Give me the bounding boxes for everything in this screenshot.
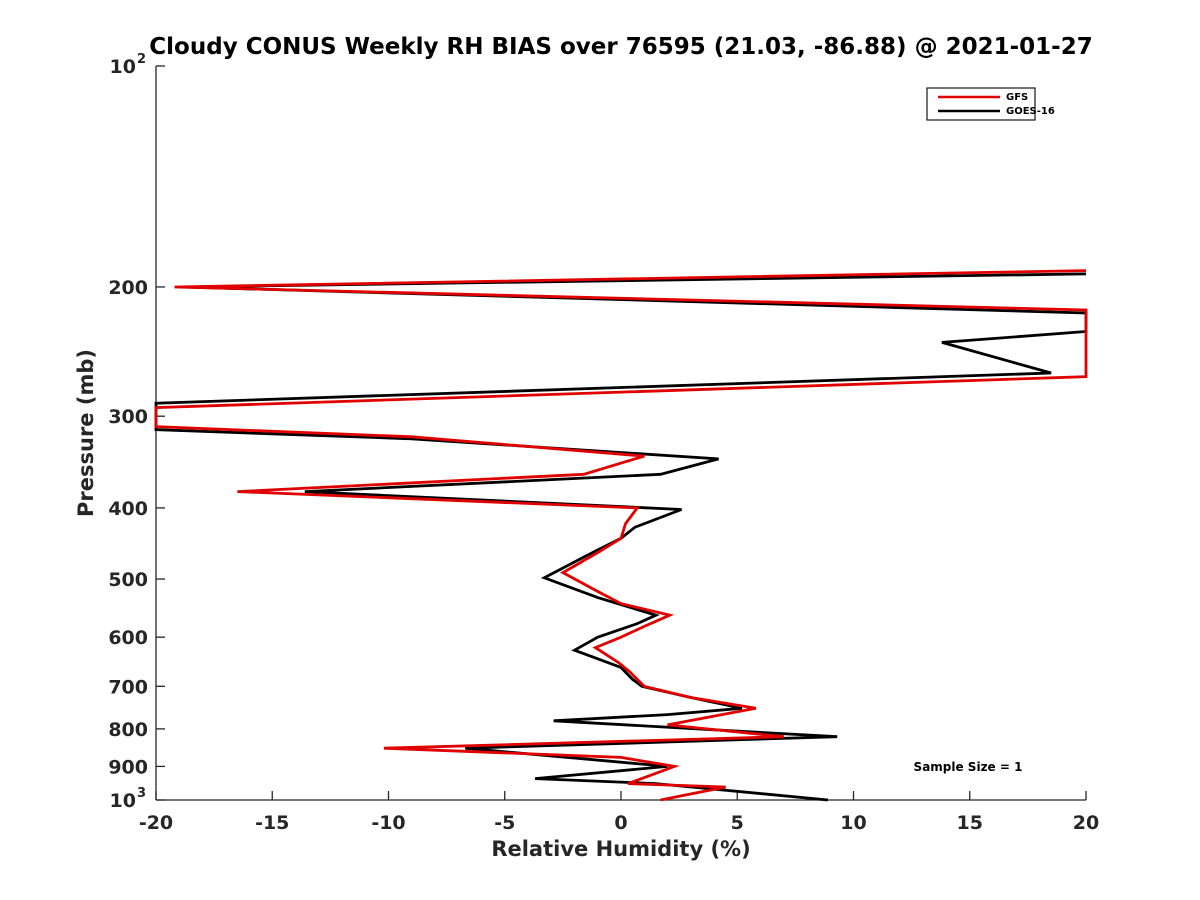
series-line-gfs (154, 269, 1088, 802)
series-layer (154, 269, 1088, 802)
legend-label-goes16: GOES-16 (1006, 106, 1055, 117)
x-axis-label: Relative Humidity (%) (491, 837, 750, 861)
x-tick-label: -5 (494, 812, 515, 834)
y-tick-label: 200 (108, 277, 148, 299)
y-axis-label: Pressure (mb) (74, 349, 98, 517)
plot-axes: -20 -15 -10 -5 0 5 10 15 20 10 220030040050060070… (108, 52, 1099, 834)
y-tick-label: 300 (108, 406, 148, 428)
x-tick-label: -10 (371, 812, 405, 834)
x-ticks: -20 -15 -10 -5 0 5 10 15 20 (139, 791, 1099, 834)
legend: GFS GOES-16 (926, 87, 1055, 121)
y-tick-label: 700 (108, 676, 148, 698)
y-tick-label: 900 (108, 756, 148, 778)
y-tick-label: 10 (110, 790, 136, 812)
y-tick-label: 10 (110, 56, 136, 78)
legend-box (926, 87, 1036, 121)
x-tick-label: 15 (957, 812, 983, 834)
sample-size-annotation: Sample Size = 1 (914, 760, 1023, 774)
x-tick-label: -15 (255, 812, 289, 834)
x-tick-label: 0 (614, 812, 627, 834)
x-tick-label: -20 (139, 812, 173, 834)
legend-label-gfs: GFS (1006, 92, 1028, 103)
series-line-goes16 (154, 272, 1088, 802)
y-tick-exponent: 3 (137, 786, 146, 801)
y-tick-exponent: 2 (137, 52, 146, 67)
x-tick-label: 5 (731, 812, 744, 834)
y-tick-label: 400 (108, 498, 148, 520)
x-tick-label: 20 (1073, 812, 1099, 834)
y-tick-label: 500 (108, 569, 148, 591)
y-tick-label: 600 (108, 627, 148, 649)
chart-title: Cloudy CONUS Weekly RH BIAS over 76595 (… (149, 34, 1092, 60)
x-tick-label: 10 (840, 812, 866, 834)
y-tick-label: 800 (108, 719, 148, 741)
